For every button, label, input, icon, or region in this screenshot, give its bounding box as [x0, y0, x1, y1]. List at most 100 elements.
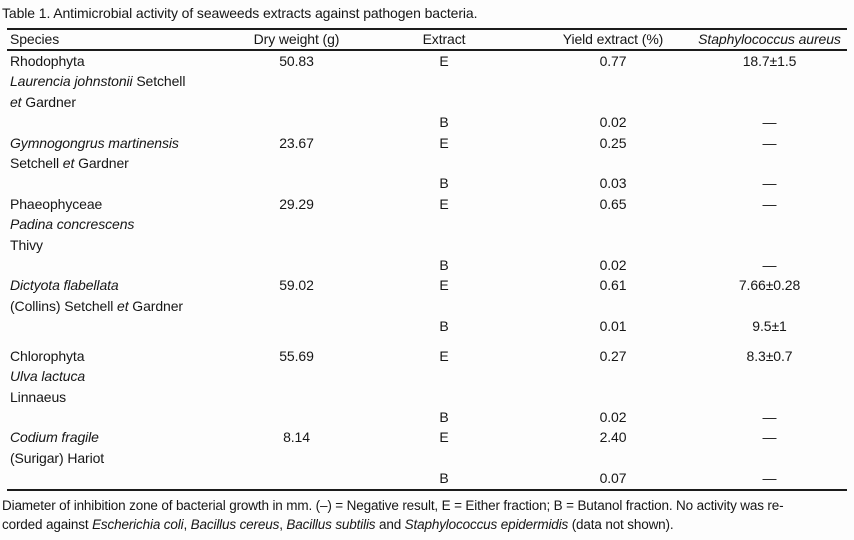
footnote-segment-italic: Bacillus subtilis	[286, 517, 376, 533]
footnote-segment-text: and	[375, 517, 405, 533]
table-row: Rhodophyta 50.83 E 0.77 18.7±1.5	[7, 50, 847, 71]
s-aureus-cell	[692, 366, 847, 386]
table-header: Species Dry weight (g) Extract Yield ext…	[7, 29, 847, 51]
yield-cell: 0.03	[599, 175, 627, 192]
yield-cell	[534, 296, 692, 316]
table-row: B 0.01 9.5±1	[7, 316, 847, 336]
yield-cell: 0.01	[599, 318, 627, 335]
dry-weight-cell	[239, 468, 354, 489]
extract-cell	[354, 214, 534, 234]
s-aureus-cell	[692, 387, 847, 407]
s-aureus-cell: —	[762, 470, 777, 487]
species-name-italic: Gymnogongrus martinensis	[10, 134, 179, 151]
s-aureus-cell: —	[762, 195, 777, 212]
dry-weight-cell	[239, 71, 354, 91]
table-row: B 0.02 —	[7, 112, 847, 132]
extract-cell	[354, 296, 534, 316]
extract-cell	[354, 235, 534, 255]
table-row: (Surigar) Hariot	[7, 448, 847, 468]
species-name-text: Chlorophyta	[10, 347, 85, 364]
s-aureus-cell	[692, 214, 847, 234]
table-row: Setchell et Gardner	[7, 153, 847, 173]
species-cell	[7, 255, 239, 275]
yield-cell: 0.25	[599, 134, 627, 151]
species-cell: (Surigar) Hariot	[7, 448, 239, 468]
yield-cell: 0.65	[599, 195, 627, 212]
yield-cell: 0.61	[599, 277, 627, 294]
s-aureus-cell: 7.66±0.28	[738, 277, 801, 294]
species-cell	[7, 407, 239, 427]
dry-weight-cell	[239, 235, 354, 255]
dry-weight-cell	[239, 173, 354, 193]
footnote-segment-italic: Escherichia coli	[92, 517, 184, 533]
data-table: Species Dry weight (g) Extract Yield ext…	[7, 28, 847, 491]
species-name-text: Phaeophyceae	[10, 195, 103, 212]
footnote-segment-text: ,	[183, 517, 191, 533]
yield-cell: 0.07	[599, 470, 627, 487]
species-name-italic: Codium fragile	[10, 429, 99, 446]
species-cell: et Gardner	[7, 92, 239, 112]
species-cell	[7, 112, 239, 132]
species-cell: Ulva lactuca	[7, 366, 239, 386]
dry-weight-cell: 23.67	[279, 134, 314, 151]
dry-weight-cell	[239, 316, 354, 336]
table-caption: Table 1. Antimicrobial activity of seawe…	[2, 5, 478, 21]
species-name-text: Thivy	[10, 236, 43, 253]
table-row: et Gardner	[7, 92, 847, 112]
extract-cell: B	[439, 114, 449, 131]
yield-cell	[534, 214, 692, 234]
column-header-yield-extract: Yield extract (%)	[534, 29, 692, 51]
s-aureus-cell: —	[762, 408, 777, 425]
dry-weight-cell	[239, 255, 354, 275]
species-name-text: Setchell	[10, 155, 63, 172]
species-name-italic: et	[62, 155, 75, 172]
species-cell: Dictyota flabellata	[7, 275, 239, 295]
yield-cell: 2.40	[599, 429, 627, 446]
extract-cell: B	[439, 318, 449, 335]
table-row: Padina concrescens	[7, 214, 847, 234]
footnote-segment-italic: Staphylococcus epidermidis	[404, 517, 569, 533]
species-cell	[7, 316, 239, 336]
yield-cell	[534, 387, 692, 407]
extract-cell: B	[439, 470, 449, 487]
footnote-segment-text: corded against	[2, 517, 93, 533]
table-row: Ulva lactuca	[7, 366, 847, 386]
extract-cell: B	[439, 408, 449, 425]
s-aureus-cell	[692, 92, 847, 112]
yield-cell	[534, 235, 692, 255]
dry-weight-cell	[239, 92, 354, 112]
dry-weight-cell	[239, 366, 354, 386]
table-row: Phaeophyceae 29.29 E 0.65 —	[7, 194, 847, 214]
s-aureus-cell	[692, 153, 847, 173]
s-aureus-cell	[692, 448, 847, 468]
dry-weight-cell	[239, 387, 354, 407]
species-cell: Gymnogongrus martinensis	[7, 133, 239, 153]
species-cell: Rhodophyta	[7, 50, 239, 71]
s-aureus-cell: —	[762, 429, 777, 446]
species-cell: (Collins) Setchell et Gardner	[7, 296, 239, 316]
extract-cell	[354, 448, 534, 468]
extract-cell	[354, 71, 534, 91]
footnote-line: Diameter of inhibition zone of bacterial…	[2, 496, 852, 516]
table-row: Dictyota flabellata 59.02 E 0.61 7.66±0.28	[7, 275, 847, 295]
table-row: Thivy	[7, 235, 847, 255]
species-cell	[7, 173, 239, 193]
yield-cell: 0.02	[599, 114, 627, 131]
species-cell: Setchell et Gardner	[7, 153, 239, 173]
dry-weight-cell	[239, 448, 354, 468]
species-name-italic: et	[117, 297, 129, 314]
species-cell: Padina concrescens	[7, 214, 239, 234]
table-row: Chlorophyta 55.69 E 0.27 8.3±0.7	[7, 337, 847, 366]
species-name-italic: Laurencia johnstonii	[10, 73, 133, 90]
yield-cell: 0.02	[599, 408, 627, 425]
yield-cell	[534, 366, 692, 386]
species-name-text: (Surigar) Hariot	[10, 449, 105, 466]
footnote-segment-text: ,	[279, 517, 287, 533]
s-aureus-cell: 18.7±1.5	[742, 53, 797, 69]
species-name-text: Linnaeus	[10, 388, 67, 405]
s-aureus-cell: —	[762, 257, 777, 274]
table-row: Gymnogongrus martinensis 23.67 E 0.25 —	[7, 133, 847, 153]
extract-cell	[354, 153, 534, 173]
table-row: B 0.02 —	[7, 255, 847, 275]
species-cell: Laurencia johnstonii Setchell	[7, 71, 239, 91]
